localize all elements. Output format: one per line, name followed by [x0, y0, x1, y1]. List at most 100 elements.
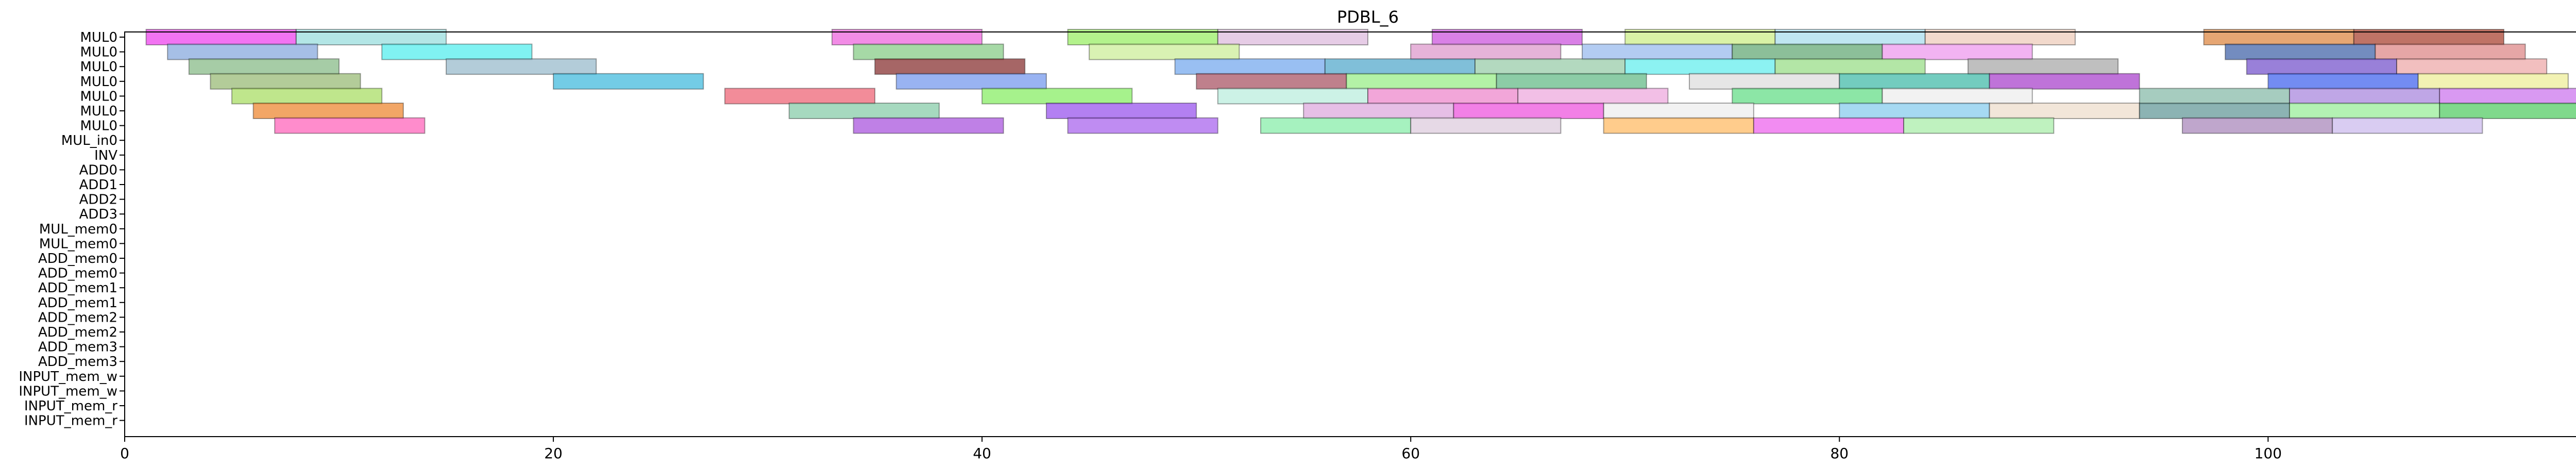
gantt-bar	[1839, 73, 1990, 90]
gantt-bar	[1217, 88, 1369, 105]
y-tick-labels: MUL0MUL0MUL0MUL0MUL0MUL0MUL0MUL_in0INVAD…	[19, 30, 125, 429]
gantt-bar	[1089, 43, 1240, 60]
gantt-bar	[1324, 58, 1476, 75]
gantt-bar	[1045, 103, 1197, 119]
y-tick-label: MUL0	[80, 45, 118, 60]
gantt-bar	[1196, 73, 1347, 90]
x-tick-label: 60	[1401, 445, 1420, 462]
y-tick-label: ADD_mem0	[38, 251, 117, 267]
gantt-bar	[1174, 58, 1326, 75]
gantt-bar	[1689, 73, 1840, 90]
gantt-bar	[895, 73, 1047, 90]
gantt-bar	[853, 43, 1004, 60]
gantt-bar	[252, 103, 404, 119]
y-tick-label: INPUT_mem_r	[24, 398, 117, 414]
gantt-bar	[1496, 73, 1647, 90]
x-tick-label: 20	[544, 445, 563, 462]
gantt-bar	[1410, 43, 1562, 60]
x-tick-label: 40	[973, 445, 991, 462]
y-tick-label: INPUT_mem_w	[19, 369, 117, 385]
bars-layer	[145, 29, 2576, 134]
y-tick-label: MUL0	[80, 30, 118, 45]
gantt-bar	[2439, 103, 2576, 119]
gantt-bar	[981, 88, 1133, 105]
gantt-bar	[446, 58, 597, 75]
y-tick-label: ADD_mem2	[38, 310, 117, 325]
y-tick-label: MUL0	[80, 104, 118, 119]
gantt-bar	[2289, 88, 2441, 105]
y-tick-label: MUL0	[80, 59, 118, 75]
gantt-bar	[553, 73, 704, 90]
gantt-bar	[2439, 88, 2576, 105]
y-tick-label: ADD_mem3	[38, 340, 117, 355]
y-tick-label: ADD3	[79, 207, 117, 222]
gantt-bar	[210, 73, 361, 90]
x-tick-label: 0	[120, 445, 129, 462]
gantt-bar	[1732, 43, 1883, 60]
gantt-bar	[1903, 117, 2055, 134]
y-tick-label: INPUT_mem_r	[24, 413, 117, 429]
gantt-bar	[1260, 117, 1412, 134]
y-tick-label: MUL0	[80, 74, 118, 90]
gantt-bar	[1303, 103, 1454, 119]
gantt-bar	[1989, 103, 2140, 119]
y-tick-label: ADD1	[79, 177, 117, 193]
y-tick-label: ADD0	[79, 162, 117, 178]
x-tick-label: 100	[2255, 445, 2282, 462]
gantt-bar	[1839, 103, 1990, 119]
gantt-bar	[2332, 117, 2483, 134]
gantt-bar	[1624, 58, 1776, 75]
y-tick-label: MUL0	[80, 119, 118, 134]
gantt-bar	[1753, 117, 1905, 134]
gantt-bar	[1346, 73, 1497, 90]
gantt-bar	[1475, 58, 1626, 75]
y-tick-label: ADD_mem1	[38, 295, 117, 311]
gantt-bar	[274, 117, 426, 134]
gantt-bar	[1067, 117, 1218, 134]
gantt-bar	[1582, 43, 1733, 60]
y-tick-label: MUL0	[80, 89, 118, 104]
gantt-bar	[2181, 117, 2333, 134]
y-tick-label: MUL_in0	[61, 133, 117, 148]
y-tick-label: ADD2	[79, 192, 117, 208]
y-tick-label: INPUT_mem_w	[19, 384, 117, 399]
y-tick-label: MUL_mem0	[39, 222, 117, 237]
gantt-bar	[1774, 58, 1926, 75]
gantt-bar	[853, 117, 1004, 134]
y-tick-label: ADD_mem2	[38, 325, 117, 340]
y-tick-label: INV	[94, 148, 117, 163]
x-axis-ticks: 0 20 40 60 80 100	[120, 437, 2282, 462]
gantt-bar	[381, 43, 533, 60]
gantt-bar	[2267, 73, 2419, 90]
y-tick-label: ADD_mem3	[38, 354, 117, 370]
gantt-bar	[2289, 103, 2441, 119]
gantt-bar	[1367, 88, 1519, 105]
gantt-bar	[1967, 58, 2119, 75]
gantt-bar	[2396, 58, 2548, 75]
plot-frame	[124, 31, 2576, 437]
gantt-bar	[874, 58, 1026, 75]
gantt-bar	[1882, 88, 2033, 105]
gantt-bar	[1989, 73, 2140, 90]
gantt-bar	[1603, 117, 1754, 134]
gantt-bar	[1882, 43, 2033, 60]
gantt-bar	[167, 43, 318, 60]
gantt-bar	[2225, 43, 2376, 60]
gantt-bar	[788, 103, 940, 119]
gantt-bar	[1732, 88, 1883, 105]
gantt-bar	[231, 88, 383, 105]
gantt-bar	[2375, 43, 2526, 60]
chart-title: PDBL_6	[1337, 7, 1399, 27]
y-tick-label: MUL_mem0	[39, 236, 117, 252]
gantt-bar	[188, 58, 340, 75]
gantt-bar	[1517, 88, 1669, 105]
gantt-bar	[1410, 117, 1562, 134]
gantt-bar	[2139, 103, 2290, 119]
gantt-bar	[2417, 73, 2569, 90]
gantt-bar	[1453, 103, 1604, 119]
x-tick-label: 80	[1830, 445, 1849, 462]
gantt-bar	[724, 88, 876, 105]
gantt-bar	[2246, 58, 2397, 75]
